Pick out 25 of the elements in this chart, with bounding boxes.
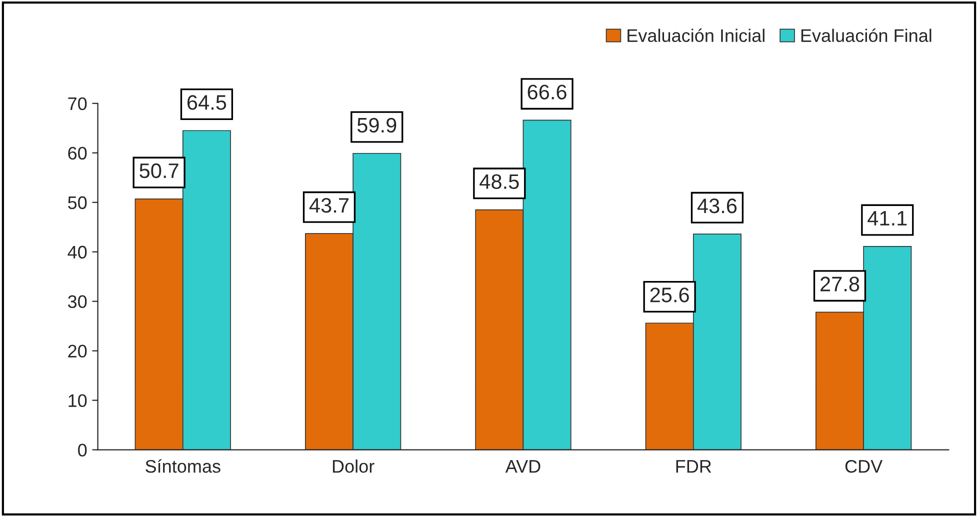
x-tick-label: CDV bbox=[845, 460, 883, 473]
data-label: 64.5 bbox=[187, 95, 226, 110]
y-tick-label: 20 bbox=[68, 344, 87, 358]
y-tick-label: 60 bbox=[68, 146, 87, 160]
x-tick-label: Dolor bbox=[332, 460, 374, 473]
data-label: 27.8 bbox=[820, 276, 860, 292]
data-label: 25.6 bbox=[650, 288, 689, 302]
y-tick-label: 10 bbox=[68, 394, 87, 408]
data-label: 50.7 bbox=[140, 163, 178, 178]
x-tick-label: AVD bbox=[505, 460, 540, 473]
data-label: 41.1 bbox=[868, 211, 907, 226]
y-tick-label: 50 bbox=[68, 196, 87, 210]
data-label: 43.6 bbox=[697, 198, 737, 214]
data-label: 48.5 bbox=[480, 174, 519, 190]
data-label: 66.6 bbox=[528, 84, 566, 100]
data-label: 43.7 bbox=[309, 198, 348, 213]
legend-label: Evaluación Final bbox=[801, 28, 932, 42]
y-tick-label: 70 bbox=[68, 97, 87, 110]
x-tick-label: Síntomas bbox=[146, 459, 220, 473]
y-tick-label: 40 bbox=[68, 246, 87, 259]
y-tick-label: 30 bbox=[68, 295, 87, 308]
data-label: 59.9 bbox=[357, 118, 396, 133]
legend-label: Evaluación Inicial bbox=[628, 28, 764, 42]
y-tick-label: 0 bbox=[78, 444, 87, 457]
x-tick-label: FDR bbox=[676, 460, 712, 473]
